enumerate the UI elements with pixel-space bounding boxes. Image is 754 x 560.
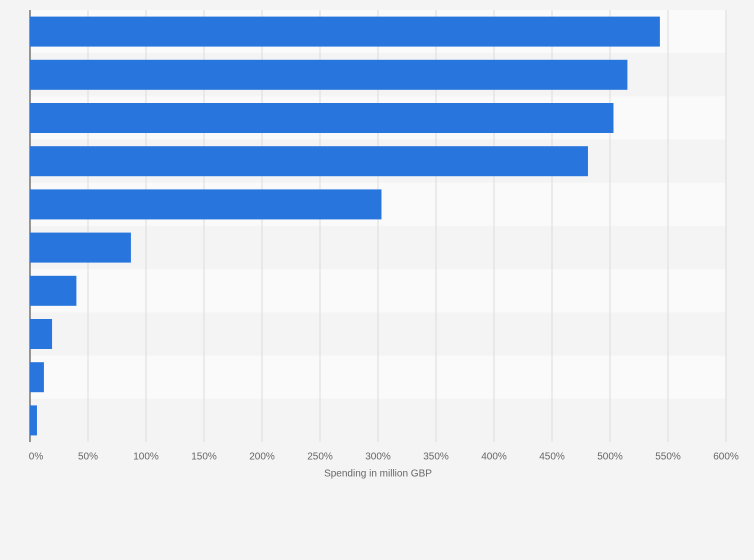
x-tick-label: 500% xyxy=(597,452,623,463)
x-tick-label: 0% xyxy=(29,452,44,463)
x-tick-label: 250% xyxy=(307,452,333,463)
x-tick-label: 200% xyxy=(249,452,275,463)
x-tick-label: 600% xyxy=(713,452,739,463)
bar xyxy=(30,232,131,263)
x-axis-label: Spending in million GBP xyxy=(324,469,432,480)
x-tick-label: 50% xyxy=(78,452,98,463)
x-tick-label: 400% xyxy=(481,452,507,463)
bar xyxy=(30,16,660,47)
x-tick-label: 100% xyxy=(133,452,159,463)
bar xyxy=(30,59,628,90)
x-tick-label: 350% xyxy=(423,452,449,463)
x-tick-label: 450% xyxy=(539,452,565,463)
bar xyxy=(30,103,614,133)
bar xyxy=(30,405,37,436)
x-tick-label: 300% xyxy=(365,452,391,463)
x-tick-label: 550% xyxy=(655,452,681,463)
bar xyxy=(30,146,588,177)
bar xyxy=(30,362,44,393)
bar xyxy=(30,319,53,349)
bar xyxy=(30,275,77,306)
x-tick-label: 150% xyxy=(191,452,217,463)
bar xyxy=(30,189,382,220)
